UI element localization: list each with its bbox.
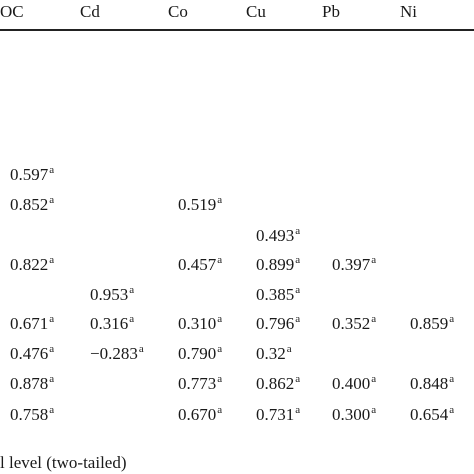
column-header-cd: Cd — [80, 2, 100, 21]
cell-value: 0.790 — [178, 344, 217, 363]
table-cell-oc: 0.822a — [10, 254, 55, 277]
cell-value: 0.493 — [256, 226, 295, 245]
cell-value: 0.758 — [10, 405, 49, 424]
significance-marker: a — [371, 404, 377, 416]
column-header-co: Co — [168, 2, 188, 21]
cell-value: 0.899 — [256, 255, 295, 274]
table-cell-cu: 0.493a — [256, 225, 301, 248]
table-footnote: l level (two-tailed) — [0, 453, 127, 472]
significance-marker: a — [129, 313, 135, 325]
table-cell-oc: 0.476a — [10, 343, 55, 366]
significance-marker: a — [49, 373, 55, 385]
significance-marker: a — [217, 373, 223, 385]
cell-value: 0.654 — [410, 405, 449, 424]
cell-value: 0.300 — [332, 405, 371, 424]
significance-marker: a — [217, 404, 223, 416]
table-cell-cu: 0.899a — [256, 254, 301, 277]
cell-value: 0.310 — [178, 314, 217, 333]
significance-marker: a — [286, 343, 292, 355]
significance-marker: a — [49, 404, 55, 416]
table-cell-oc: 0.852a — [10, 194, 55, 217]
significance-marker: a — [295, 373, 301, 385]
cell-value: 0.859 — [410, 314, 449, 333]
table-cell-pb: 0.397a — [332, 254, 377, 277]
significance-marker: a — [449, 373, 455, 385]
cell-value: 0.397 — [332, 255, 371, 274]
table-cell-ni: 0.859a — [410, 313, 455, 336]
cell-value: 0.385 — [256, 285, 295, 304]
header-rule — [0, 29, 474, 31]
cell-value: 0.852 — [10, 195, 49, 214]
significance-marker: a — [371, 313, 377, 325]
table-cell-oc: 0.878a — [10, 373, 55, 396]
cell-value: 0.671 — [10, 314, 49, 333]
table-cell-cu: 0.862a — [256, 373, 301, 396]
table-cell-ni: 0.654a — [410, 404, 455, 427]
significance-marker: a — [295, 404, 301, 416]
table-cell-oc: 0.758a — [10, 404, 55, 427]
significance-marker: a — [449, 404, 455, 416]
cell-value: 0.32 — [256, 344, 286, 363]
significance-marker: a — [49, 194, 55, 206]
table-cell-pb: 0.352a — [332, 313, 377, 336]
table-cell-ni: 0.848a — [410, 373, 455, 396]
cell-value: 0.862 — [256, 374, 295, 393]
table-cell-co: 0.519a — [178, 194, 223, 217]
cell-value: 0.670 — [178, 405, 217, 424]
significance-marker: a — [295, 284, 301, 296]
cell-value: 0.796 — [256, 314, 295, 333]
cell-value: 0.878 — [10, 374, 49, 393]
cell-value: 0.476 — [10, 344, 49, 363]
significance-marker: a — [138, 343, 144, 355]
table-cell-cu: 0.796a — [256, 313, 301, 336]
table-cell-cu: 0.731a — [256, 404, 301, 427]
table-cell-cd: −0.283a — [90, 343, 144, 366]
significance-marker: a — [295, 254, 301, 266]
cell-value: 0.316 — [90, 314, 129, 333]
cell-value: 0.457 — [178, 255, 217, 274]
cell-value: 0.773 — [178, 374, 217, 393]
column-header-ni: Ni — [400, 2, 417, 21]
table-cell-pb: 0.300a — [332, 404, 377, 427]
significance-marker: a — [449, 313, 455, 325]
table-cell-co: 0.790a — [178, 343, 223, 366]
cell-value: 0.822 — [10, 255, 49, 274]
table-cell-co: 0.310a — [178, 313, 223, 336]
significance-marker: a — [49, 313, 55, 325]
table-cell-co: 0.773a — [178, 373, 223, 396]
table-cell-pb: 0.400a — [332, 373, 377, 396]
cell-value: −0.283 — [90, 344, 138, 363]
table-cell-cd: 0.953a — [90, 284, 135, 307]
table-cell-co: 0.670a — [178, 404, 223, 427]
cell-value: 0.400 — [332, 374, 371, 393]
significance-marker: a — [129, 284, 135, 296]
cell-value: 0.597 — [10, 165, 49, 184]
significance-marker: a — [217, 313, 223, 325]
cell-value: 0.519 — [178, 195, 217, 214]
significance-marker: a — [217, 194, 223, 206]
column-header-oc: OC — [0, 2, 24, 21]
table-cell-oc: 0.597a — [10, 164, 55, 187]
cell-value: 0.953 — [90, 285, 129, 304]
significance-marker: a — [371, 373, 377, 385]
table-cell-cu: 0.32a — [256, 343, 292, 366]
significance-marker: a — [295, 225, 301, 237]
significance-marker: a — [371, 254, 377, 266]
column-header-cu: Cu — [246, 2, 266, 21]
column-header-pb: Pb — [322, 2, 340, 21]
significance-marker: a — [49, 343, 55, 355]
significance-marker: a — [217, 254, 223, 266]
cell-value: 0.352 — [332, 314, 371, 333]
table-cell-co: 0.457a — [178, 254, 223, 277]
table-cell-oc: 0.671a — [10, 313, 55, 336]
significance-marker: a — [217, 343, 223, 355]
significance-marker: a — [49, 254, 55, 266]
cell-value: 0.731 — [256, 405, 295, 424]
significance-marker: a — [49, 164, 55, 176]
significance-marker: a — [295, 313, 301, 325]
table-cell-cd: 0.316a — [90, 313, 135, 336]
cell-value: 0.848 — [410, 374, 449, 393]
table-cell-cu: 0.385a — [256, 284, 301, 307]
